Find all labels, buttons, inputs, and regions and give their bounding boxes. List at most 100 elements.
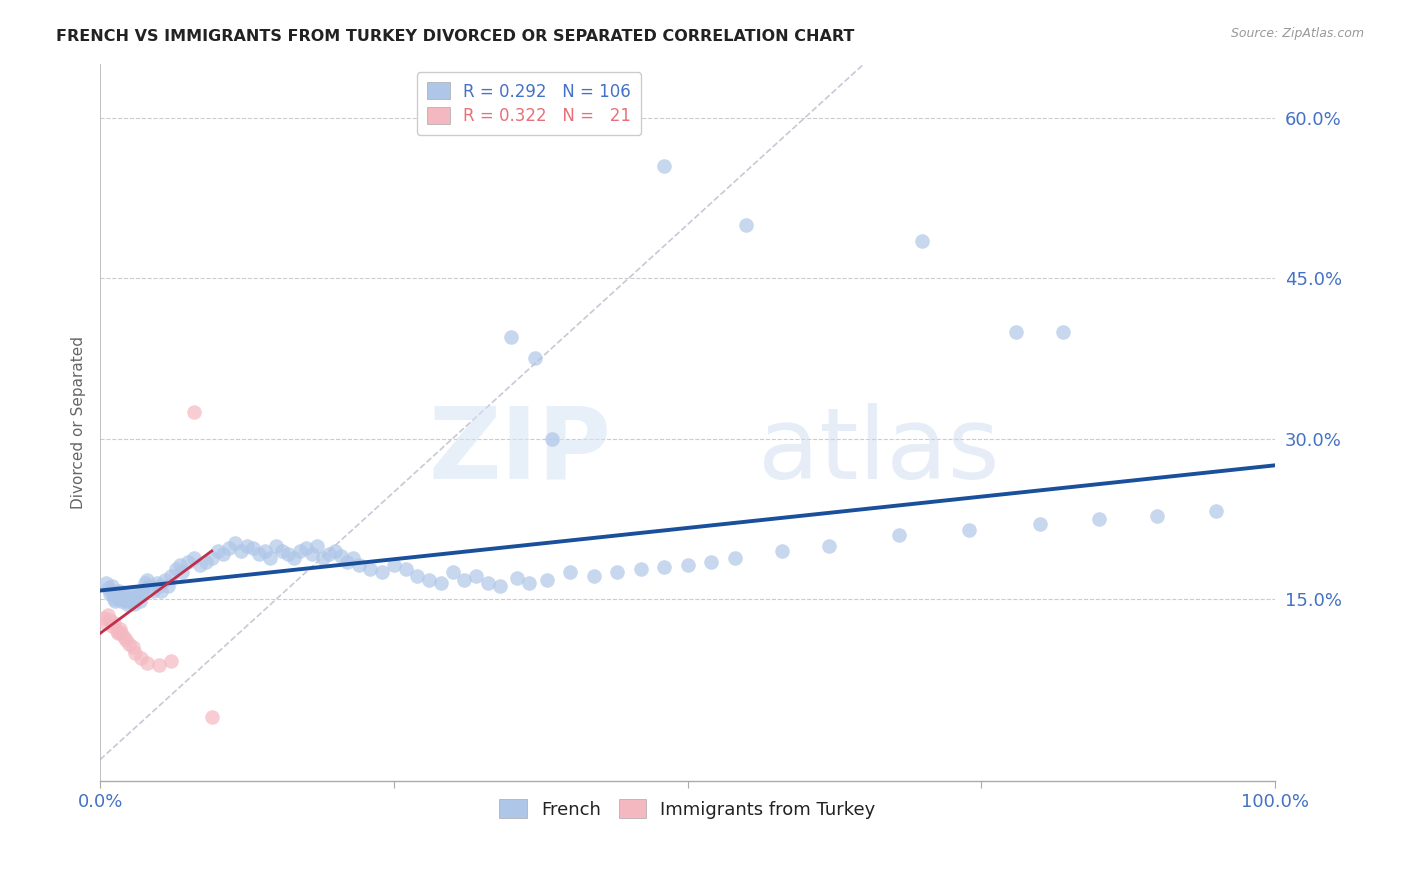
Point [103,615,125,630]
Legend: French, Immigrants from Turkey: French, Immigrants from Turkey [492,792,883,826]
Point [676,558,699,572]
Point [283,551,305,566]
Text: ZIP: ZIP [429,402,612,500]
Point [488,579,510,593]
Point [131,583,153,598]
Point [201,710,224,724]
Point [318,547,340,561]
Point [142,583,165,598]
Point [108,583,131,598]
Point [136,657,159,671]
Point [911,234,934,248]
Point [506,571,529,585]
Point [120,594,142,608]
Point [336,555,359,569]
Point [382,558,405,572]
Point [145,576,167,591]
Point [418,573,440,587]
Point [770,544,793,558]
Point [129,594,152,608]
Point [359,562,381,576]
Point [477,576,499,591]
Point [1052,325,1074,339]
Text: FRENCH VS IMMIGRANTS FROM TURKEY DIVORCED OR SEPARATED CORRELATION CHART: FRENCH VS IMMIGRANTS FROM TURKEY DIVORCE… [56,29,855,44]
Point [817,539,839,553]
Point [541,432,564,446]
Text: Source: ZipAtlas.com: Source: ZipAtlas.com [1230,27,1364,40]
Point [97,582,120,596]
Point [128,590,150,604]
Point [430,576,453,591]
Point [236,539,259,553]
Point [107,587,129,601]
Point [148,579,170,593]
Point [606,566,628,580]
Point [501,330,523,344]
Point [301,547,323,561]
Point [242,541,264,555]
Point [652,560,675,574]
Point [103,592,125,607]
Point [735,218,758,232]
Point [1005,325,1028,339]
Point [229,544,252,558]
Point [218,541,240,555]
Point [97,608,120,623]
Point [169,558,191,572]
Point [347,558,370,572]
Point [312,551,335,566]
Point [1029,517,1052,532]
Point [201,551,224,566]
Point [101,579,124,593]
Point [271,544,294,558]
Point [118,637,141,651]
Point [124,592,146,607]
Point [294,541,316,555]
Point [138,579,160,593]
Point [148,658,170,673]
Point [394,562,416,576]
Point [194,555,217,569]
Point [517,576,540,591]
Point [94,615,117,630]
Point [104,594,127,608]
Point [1205,504,1227,518]
Point [101,587,124,601]
Point [117,592,139,607]
Point [121,590,143,604]
Point [122,598,145,612]
Point [288,544,311,558]
Point [247,547,270,561]
Point [98,587,121,601]
Point [959,523,981,537]
Point [323,544,346,558]
Point [129,651,152,665]
Point [93,611,115,625]
Point [111,592,134,607]
Point [172,566,194,580]
Point [114,592,136,607]
Point [118,587,141,601]
Point [224,536,246,550]
Point [166,562,188,576]
Point [105,590,128,604]
Point [212,547,235,561]
Point [183,551,205,566]
Point [259,551,281,566]
Point [465,568,488,582]
Point [115,594,138,608]
Point [630,562,652,576]
Point [652,159,675,173]
Point [124,646,146,660]
Text: atlas: atlas [758,402,1000,500]
Point [94,576,117,591]
Point [115,632,138,647]
Point [136,573,159,587]
Point [700,555,723,569]
Point [108,590,131,604]
Point [159,654,181,668]
Point [1087,512,1109,526]
Point [253,544,276,558]
Point [188,558,211,572]
Point [406,568,429,582]
